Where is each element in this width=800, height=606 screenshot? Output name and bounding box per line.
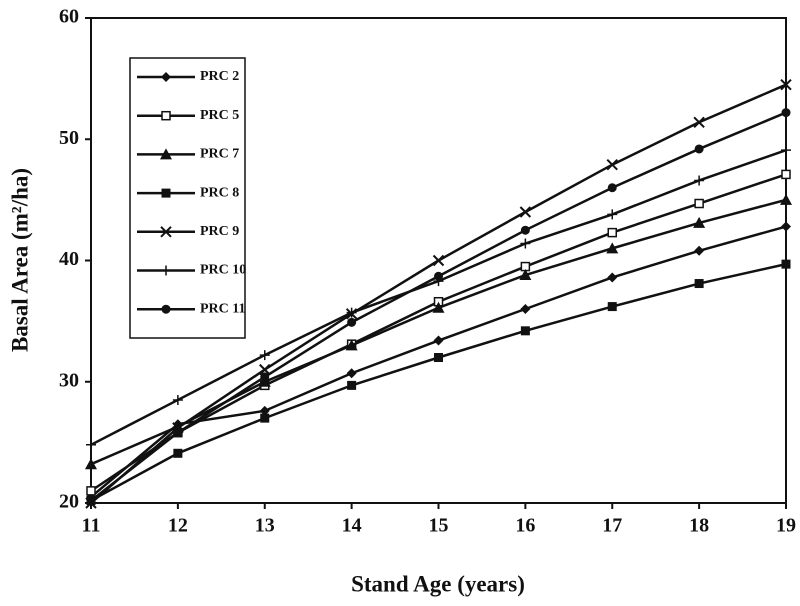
legend-marker: [161, 188, 171, 198]
marker: [607, 227, 617, 238]
marker: [519, 269, 532, 281]
marker: [607, 183, 617, 193]
legend-marker: [161, 265, 171, 276]
marker: [694, 175, 705, 186]
marker: [433, 335, 444, 346]
marker: [694, 279, 704, 289]
marker: [693, 216, 706, 228]
marker: [781, 145, 791, 156]
x-axis-label: Stand Age (years): [351, 571, 525, 596]
marker: [520, 238, 531, 249]
marker: [434, 353, 443, 362]
marker: [781, 169, 791, 180]
x-tick-label: 17: [602, 515, 622, 537]
marker: [520, 304, 531, 314]
marker: [606, 242, 619, 254]
x-tick-label: 13: [255, 515, 275, 537]
marker: [607, 302, 617, 312]
x-tick-label: 15: [429, 515, 449, 537]
x-tick-label: 14: [342, 515, 362, 537]
marker: [347, 380, 357, 390]
marker: [780, 78, 792, 91]
x-tick-label: 19: [776, 515, 796, 537]
legend-marker: [161, 304, 171, 314]
marker: [432, 301, 445, 313]
x-tick-label: 18: [689, 515, 709, 537]
marker: [607, 209, 618, 220]
marker: [693, 116, 705, 128]
marker: [694, 198, 704, 209]
marker: [520, 326, 530, 336]
marker: [694, 245, 705, 256]
marker: [607, 272, 618, 283]
y-axis-label: Basal Area (m²/ha): [7, 168, 32, 352]
y-tick-label: 20: [59, 491, 79, 513]
marker: [606, 159, 618, 171]
marker: [260, 413, 270, 423]
marker: [260, 372, 270, 382]
marker: [519, 206, 532, 218]
legend-label: PRC 5: [200, 108, 239, 123]
marker: [781, 221, 791, 232]
marker: [86, 486, 96, 496]
marker: [781, 259, 791, 269]
marker: [259, 405, 270, 416]
marker: [780, 193, 792, 205]
marker: [434, 271, 443, 281]
legend-label: PRC 11: [200, 301, 246, 316]
marker: [346, 307, 357, 318]
marker: [259, 363, 271, 376]
legend-marker: [160, 226, 172, 238]
x-tick-label: 16: [515, 515, 535, 537]
y-tick-label: 50: [59, 127, 79, 149]
legend-label: PRC 7: [200, 147, 239, 162]
y-tick-label: 30: [59, 369, 79, 391]
marker: [345, 339, 358, 351]
legend-marker: [161, 110, 171, 121]
marker: [86, 496, 96, 506]
y-tick-label: 40: [59, 248, 79, 270]
marker: [347, 317, 357, 327]
x-tick-label: 12: [168, 515, 188, 537]
marker: [520, 225, 530, 235]
legend-label: PRC 10: [200, 263, 246, 278]
marker: [85, 458, 97, 470]
marker: [346, 368, 357, 379]
marker: [173, 428, 183, 438]
marker: [432, 254, 445, 267]
legend-box: [129, 57, 246, 339]
x-tick-label: 11: [82, 515, 101, 537]
legend-label: PRC 2: [200, 69, 239, 84]
marker: [86, 439, 96, 450]
legend-marker: [160, 148, 172, 160]
legend-label: PRC 8: [200, 185, 239, 200]
y-tick-label: 60: [59, 6, 79, 28]
legend-marker: [161, 72, 171, 82]
marker: [172, 394, 183, 405]
legend-label: PRC 9: [200, 224, 239, 239]
marker: [173, 448, 183, 458]
marker: [694, 144, 704, 154]
marker: [259, 350, 270, 361]
marker: [781, 108, 791, 118]
